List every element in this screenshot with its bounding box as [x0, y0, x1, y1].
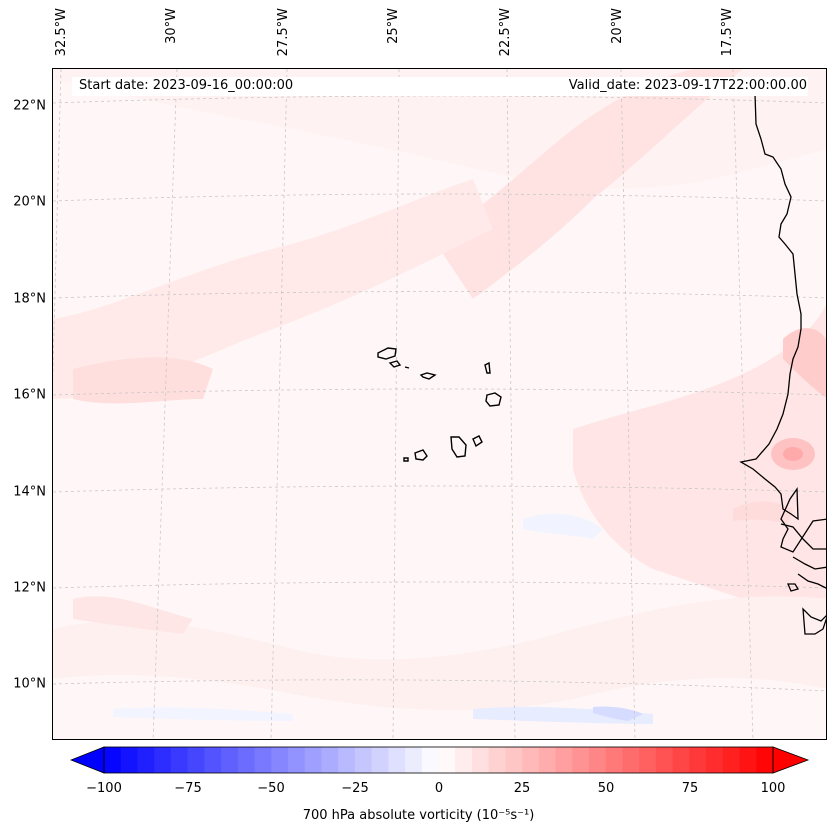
colorbar-segment [405, 747, 423, 773]
colorbar-segment [287, 747, 306, 773]
colorbar-segment [655, 747, 674, 773]
colorbar-segment [170, 747, 189, 773]
colorbar-segment [204, 747, 222, 773]
colorbar-segment [154, 747, 172, 773]
lon-label-25w: 25°W [386, 8, 401, 44]
map-panel [52, 68, 827, 740]
colorbar-tick-label: −100 [86, 781, 122, 796]
cape-verde-islands [377, 347, 502, 462]
lat-label-20n: 20°N [13, 194, 46, 210]
colorbar-segment [388, 747, 406, 773]
lat-label-12n: 12°N [13, 580, 46, 596]
colorbar-segment [639, 747, 657, 773]
lon-label-22-5w: 22.5°W [498, 8, 513, 57]
lat-label-16n: 16°N [13, 387, 46, 403]
graticule [53, 69, 826, 739]
header-info-bar [72, 77, 808, 96]
colorbar-tick-label: −75 [174, 781, 202, 796]
colorbar-segment [739, 747, 757, 773]
colorbar-tick-label: −50 [257, 781, 285, 796]
valid-date-label: Valid_date: 2023-09-17T22:00:00.00 [568, 78, 807, 93]
lat-label-10n: 10°N [13, 676, 46, 692]
colorbar-segment [622, 747, 640, 773]
colorbar-min-extend [70, 746, 105, 774]
colorbar-segment [338, 747, 356, 773]
vorticity-colorbar [70, 746, 810, 774]
colorbar-segment [555, 747, 573, 773]
colorbar-segment [589, 747, 607, 773]
colorbar-border [103, 746, 774, 774]
colorbar-segment [187, 747, 205, 773]
colorbar-segment [538, 747, 557, 773]
colorbar-segment [672, 747, 690, 773]
colorbar-segment [438, 747, 456, 773]
colorbar-segment [756, 747, 774, 773]
vorticity-shading [53, 69, 826, 724]
colorbar-tick-label: −25 [341, 781, 369, 796]
colorbar-segment [722, 747, 741, 773]
colorbar-segment [137, 747, 155, 773]
colorbar-segment [221, 747, 239, 773]
colorbar-tick-label: 75 [681, 781, 699, 796]
west-africa-coastline [739, 93, 826, 635]
colorbar-segment [689, 747, 707, 773]
colorbar-segment [271, 747, 289, 773]
colorbar-tick-label: 25 [513, 781, 531, 796]
lat-label-22n: 22°N [13, 98, 46, 114]
lat-label-18n: 18°N [13, 291, 46, 307]
colorbar-segment [304, 747, 322, 773]
colorbar-segment [354, 747, 373, 773]
colorbar-segment [605, 747, 623, 773]
colorbar-tick-label: 0 [434, 781, 444, 796]
colorbar-segment [522, 747, 540, 773]
colorbar-segment [505, 747, 523, 773]
colorbar-segment [455, 747, 473, 773]
lat-label-14n: 14°N [13, 484, 46, 500]
colorbar-segment [471, 747, 490, 773]
colorbar-max-extend [772, 746, 810, 774]
colorbar-segment [421, 747, 439, 773]
lon-label-20w: 20°W [610, 8, 625, 44]
colorbar-segment [254, 747, 272, 773]
colorbar-segment [120, 747, 138, 773]
colorbar-segment [371, 747, 389, 773]
colorbar-segment [572, 747, 590, 773]
colorbar-tick-label: 100 [760, 781, 786, 796]
lon-label-27-5w: 27.5°W [276, 8, 291, 57]
colorbar-segment [237, 747, 256, 773]
lon-label-32-5w: 32.5°W [54, 8, 69, 57]
colorbar-segment [321, 747, 339, 773]
colorbar-segment [706, 747, 724, 773]
colorbar-segment [488, 747, 506, 773]
colorbar-tick-label: 50 [597, 781, 615, 796]
vorticity-map [53, 69, 826, 739]
colorbar-segment [104, 747, 122, 773]
lon-label-30w: 30°W [164, 8, 179, 44]
colorbar-label: 700 hPa absolute vorticity (10⁻⁵s⁻¹) [302, 808, 535, 823]
lon-label-17-5w: 17.5°W [720, 8, 735, 57]
start-date-label: Start date: 2023-09-16_00:00:00 [79, 78, 294, 93]
